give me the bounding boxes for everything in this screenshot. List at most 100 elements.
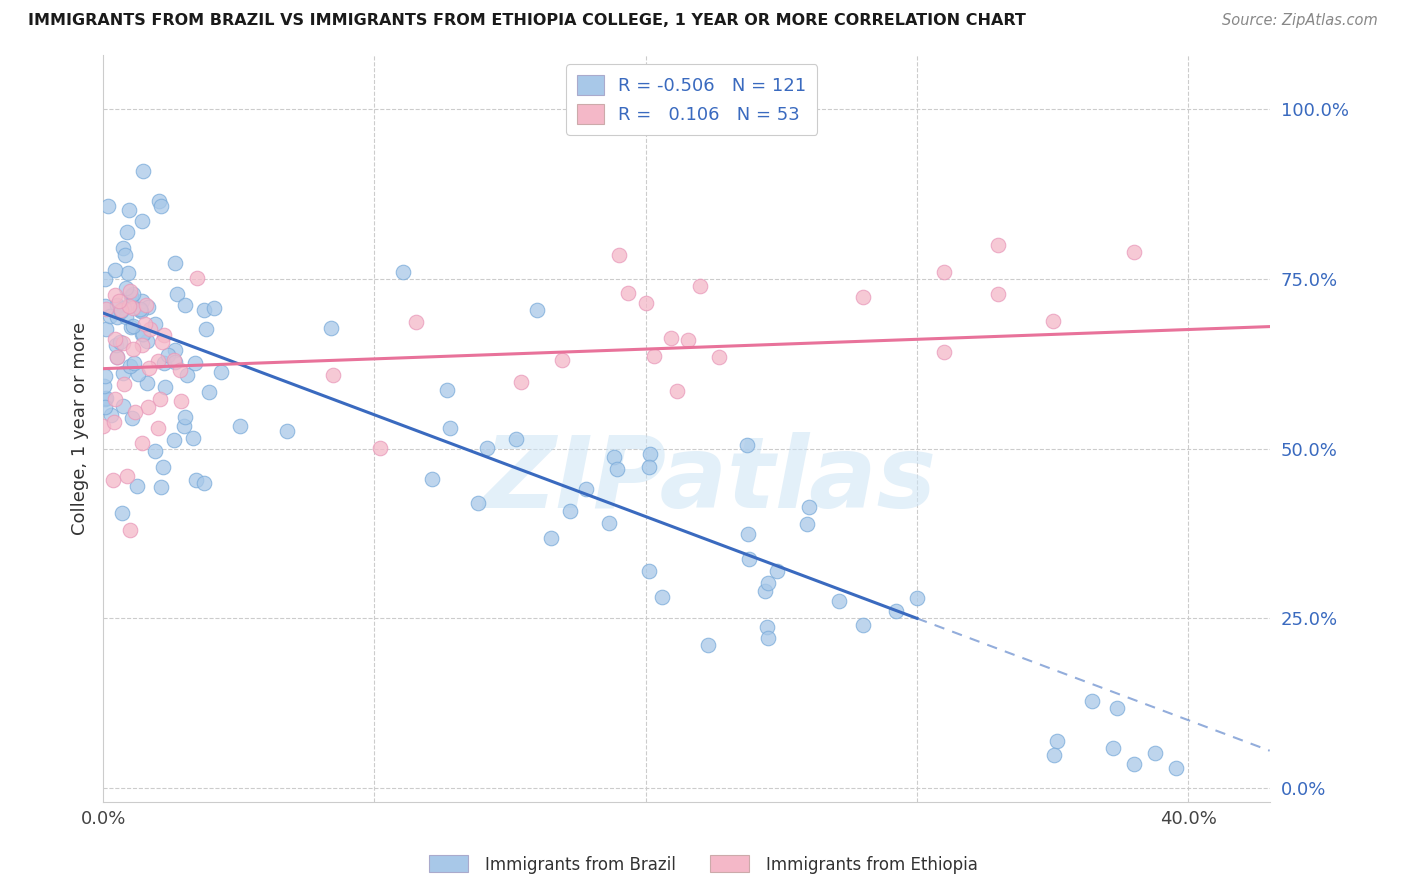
Point <box>112 377 135 392</box>
Point <box>143 443 166 458</box>
Point <box>110 302 132 317</box>
Point <box>186 271 208 285</box>
Point <box>108 334 131 349</box>
Point <box>120 320 142 334</box>
Point <box>131 435 153 450</box>
Point <box>120 284 142 298</box>
Point <box>131 213 153 227</box>
Legend: R = -0.506   N = 121, R =   0.106   N = 53: R = -0.506 N = 121, R = 0.106 N = 53 <box>567 64 817 135</box>
Point <box>689 279 711 293</box>
Point <box>104 332 127 346</box>
Point <box>696 639 718 653</box>
Point <box>551 353 574 368</box>
Point <box>737 527 759 541</box>
Point <box>152 460 174 475</box>
Point <box>797 500 820 515</box>
Point <box>121 411 143 425</box>
Point <box>1143 746 1166 760</box>
Point <box>197 385 219 400</box>
Point <box>124 405 146 419</box>
Point <box>134 317 156 331</box>
Point <box>634 296 657 310</box>
Point <box>112 301 135 315</box>
Point <box>122 356 145 370</box>
Point <box>637 459 659 474</box>
Point <box>96 392 118 406</box>
Point <box>1164 761 1187 775</box>
Point <box>209 366 232 380</box>
Point <box>169 363 191 377</box>
Text: Immigrants from Brazil: Immigrants from Brazil <box>485 856 676 874</box>
Point <box>368 441 391 455</box>
Point <box>1123 756 1146 771</box>
Point <box>852 618 875 632</box>
Text: Source: ZipAtlas.com: Source: ZipAtlas.com <box>1222 13 1378 29</box>
Point <box>765 565 787 579</box>
Point <box>117 266 139 280</box>
Point <box>526 302 548 317</box>
Point <box>617 285 640 300</box>
Point <box>737 552 759 566</box>
Point <box>118 359 141 373</box>
Point <box>94 369 117 384</box>
Point <box>886 604 908 618</box>
Point <box>135 334 157 348</box>
Point <box>121 286 143 301</box>
Point <box>659 330 682 344</box>
Point <box>229 419 252 434</box>
Text: ZIPatlas: ZIPatlas <box>484 432 936 529</box>
Point <box>105 350 128 364</box>
Point <box>111 506 134 520</box>
Point <box>98 309 121 323</box>
Text: IMMIGRANTS FROM BRAZIL VS IMMIGRANTS FROM ETHIOPIA COLLEGE, 1 YEAR OR MORE CORRE: IMMIGRANTS FROM BRAZIL VS IMMIGRANTS FRO… <box>28 13 1026 29</box>
Point <box>127 367 149 381</box>
Point <box>165 256 187 270</box>
Point <box>638 447 661 461</box>
Point <box>96 322 118 336</box>
Point <box>439 421 461 435</box>
Point <box>114 248 136 262</box>
Point <box>735 437 758 451</box>
Point <box>139 322 162 336</box>
Point <box>475 442 498 456</box>
Point <box>575 482 598 496</box>
Point <box>105 298 128 312</box>
Point <box>120 523 142 537</box>
Point <box>1042 314 1064 328</box>
Point <box>110 303 132 318</box>
Point <box>93 392 115 406</box>
Point <box>176 368 198 382</box>
Point <box>103 415 125 429</box>
Point <box>111 241 134 255</box>
Point <box>152 356 174 370</box>
Point <box>1043 747 1066 762</box>
Point <box>146 354 169 368</box>
Point <box>101 474 124 488</box>
Point <box>163 434 186 448</box>
Point <box>93 379 115 393</box>
Point <box>163 353 186 368</box>
Point <box>136 400 159 414</box>
Point <box>183 431 205 445</box>
Point <box>122 319 145 334</box>
Point <box>987 238 1010 252</box>
Point <box>558 503 581 517</box>
Point <box>148 194 170 208</box>
Point <box>170 394 193 409</box>
Point <box>157 348 180 362</box>
Point <box>1046 733 1069 747</box>
Point <box>1107 700 1129 714</box>
Point <box>136 300 159 314</box>
Point <box>131 326 153 341</box>
Point <box>166 287 188 301</box>
Point <box>754 583 776 598</box>
Point <box>112 400 135 414</box>
Point <box>796 517 818 532</box>
Point <box>105 338 128 352</box>
Point <box>132 326 155 341</box>
Point <box>129 304 152 318</box>
Point <box>391 265 413 279</box>
Point <box>94 299 117 313</box>
Point <box>125 479 148 493</box>
Point <box>94 301 117 316</box>
